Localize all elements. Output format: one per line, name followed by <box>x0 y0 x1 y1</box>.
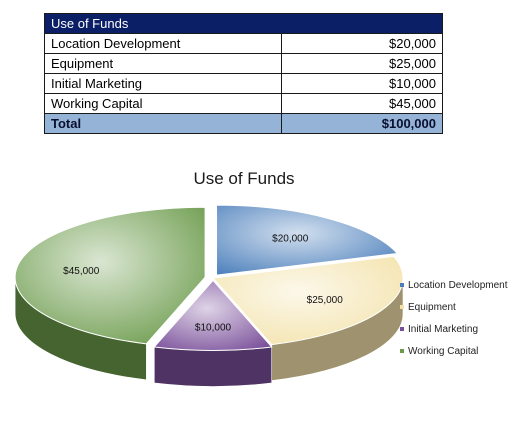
legend-swatch-location-development <box>400 283 404 287</box>
data-label-equipment: $25,000 <box>307 295 344 306</box>
row-label: Location Development <box>44 33 282 54</box>
pie-slice-equipment <box>211 255 404 346</box>
use-of-funds-table: Use of Funds Location Development $20,00… <box>44 13 443 134</box>
row-amount: $45,000 <box>281 93 443 114</box>
row-amount: $10,000 <box>281 73 443 94</box>
pie-side-initial-marketing <box>153 346 273 387</box>
legend-swatch-initial-marketing <box>400 327 404 331</box>
pie-slice-initial-marketing <box>153 279 273 351</box>
row-amount: $25,000 <box>281 53 443 74</box>
table-row: Working Capital $45,000 <box>44 93 443 114</box>
legend-swatch-working-capital <box>400 349 404 353</box>
total-label: Total <box>44 113 282 134</box>
table-header-row: Use of Funds <box>44 13 443 34</box>
pie-slice-working-capital <box>14 206 206 345</box>
data-label-working-capital: $45,000 <box>63 266 100 277</box>
legend-swatch-equipment <box>400 305 404 309</box>
legend: Location Development Equipment Initial Mar… <box>400 280 508 357</box>
chart-title: Use of Funds <box>193 169 294 188</box>
data-label-location-development: $20,000 <box>272 234 309 245</box>
pie-slice-location-development <box>216 204 399 276</box>
row-label: Initial Marketing <box>44 73 282 94</box>
table-row: Initial Marketing $10,000 <box>44 73 443 94</box>
data-label-initial-marketing: $10,000 <box>195 323 232 334</box>
legend-label-equipment: Equipment <box>408 302 456 313</box>
legend-label-location-development: Location Development <box>408 280 508 291</box>
pie-chart: Use of Funds $20,000 $25,000 $10,000 $45,00… <box>14 169 508 387</box>
data-label-layer: $20,000 $25,000 $10,000 $45,000 <box>63 234 343 334</box>
row-label: Working Capital <box>44 93 282 114</box>
total-row: Total $100,000 <box>44 113 443 134</box>
table-header: Use of Funds <box>44 13 443 34</box>
table-row: Equipment $25,000 <box>44 53 443 74</box>
row-label: Equipment <box>44 53 282 74</box>
legend-label-initial-marketing: Initial Marketing <box>408 324 478 335</box>
pie-layer <box>14 204 404 387</box>
row-amount: $20,000 <box>281 33 443 54</box>
table-row: Location Development $20,000 <box>44 33 443 54</box>
legend-label-working-capital: Working Capital <box>408 346 478 357</box>
total-amount: $100,000 <box>281 113 443 134</box>
